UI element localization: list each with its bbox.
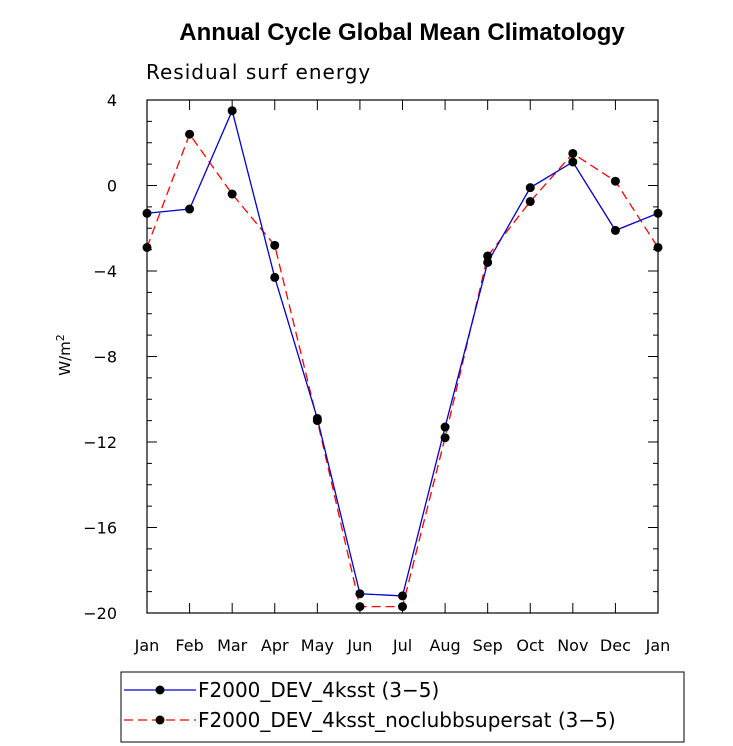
y-tick-label: −12 [83, 433, 117, 452]
series-1-point [227, 106, 237, 116]
y-tick-labels: 4 0 −4 −8 −12 −16 −20 [83, 91, 117, 623]
series-line-1 [146, 108, 659, 597]
series-1-point [398, 591, 407, 601]
y-tick-label: −20 [83, 604, 117, 623]
y-tick-label: 4 [107, 91, 117, 110]
x-tick-label: Apr [261, 636, 289, 655]
series-1-point [525, 183, 535, 193]
x-tick-labels: Jan Feb Mar Apr May Jun Jul Aug Sep Oct Nov Dec Jan [134, 636, 671, 655]
series-1-point [355, 589, 365, 599]
x-tick-label: Mar [217, 636, 248, 655]
series-1-point [610, 225, 620, 235]
series-1-point [185, 204, 195, 214]
series-2-point [525, 197, 535, 207]
series-1-point [483, 257, 493, 267]
series-2-point [568, 148, 578, 158]
y-tick-label: −16 [83, 519, 117, 538]
axis-ticks [146, 99, 659, 614]
legend-box [120, 671, 685, 743]
x-tick-label: Sep [473, 636, 503, 655]
series-2-point [398, 602, 407, 612]
series-2-point [610, 176, 620, 186]
legend: F2000_DEV_4ksst (3−5) F2000_DEV_4ksst_noc… [120, 671, 685, 743]
x-tick-label: Jul [392, 636, 412, 655]
series-2-point [440, 433, 450, 443]
y-axis-label: W/m2 [54, 334, 74, 376]
legend-marker-1 [155, 685, 165, 695]
series-2-point [355, 602, 365, 612]
series-2-point [270, 240, 280, 250]
series-1-point [270, 272, 280, 282]
series-1-point [568, 157, 578, 167]
legend-label-1: F2000_DEV_4ksst (3−5) [198, 678, 439, 702]
x-tick-label: Nov [557, 636, 588, 655]
x-tick-label: Jun [346, 636, 372, 655]
series-2-point [312, 416, 322, 426]
y-axis-label-text: W/m [56, 341, 74, 376]
x-tick-label: Jan [645, 636, 671, 655]
plot-frame [146, 99, 659, 614]
y-tick-label: −4 [93, 262, 117, 281]
chart-subtitle: Residual surf energy [146, 60, 371, 84]
x-tick-label: Oct [516, 636, 544, 655]
series-line-2 [146, 132, 659, 608]
svg-text:W/m2: W/m2 [54, 334, 74, 376]
y-axis-label-superscript: 2 [54, 334, 67, 341]
y-tick-label: 0 [107, 177, 117, 196]
x-tick-label: Aug [429, 636, 460, 655]
y-tick-label: −8 [93, 348, 117, 367]
legend-label-2: F2000_DEV_4ksst_noclubbsupersat (3−5) [198, 708, 616, 732]
chart-title: Annual Cycle Global Mean Climatology [179, 19, 625, 46]
legend-marker-2 [155, 715, 165, 725]
series-2-point [483, 251, 493, 261]
x-tick-label: Dec [600, 636, 631, 655]
x-tick-label: Jan [134, 636, 160, 655]
x-tick-label: Feb [175, 636, 203, 655]
x-tick-label: May [301, 636, 334, 655]
series-1-point [440, 422, 450, 432]
series-2-point [185, 129, 195, 139]
series-2-point [227, 189, 237, 199]
series-layer [142, 106, 663, 612]
